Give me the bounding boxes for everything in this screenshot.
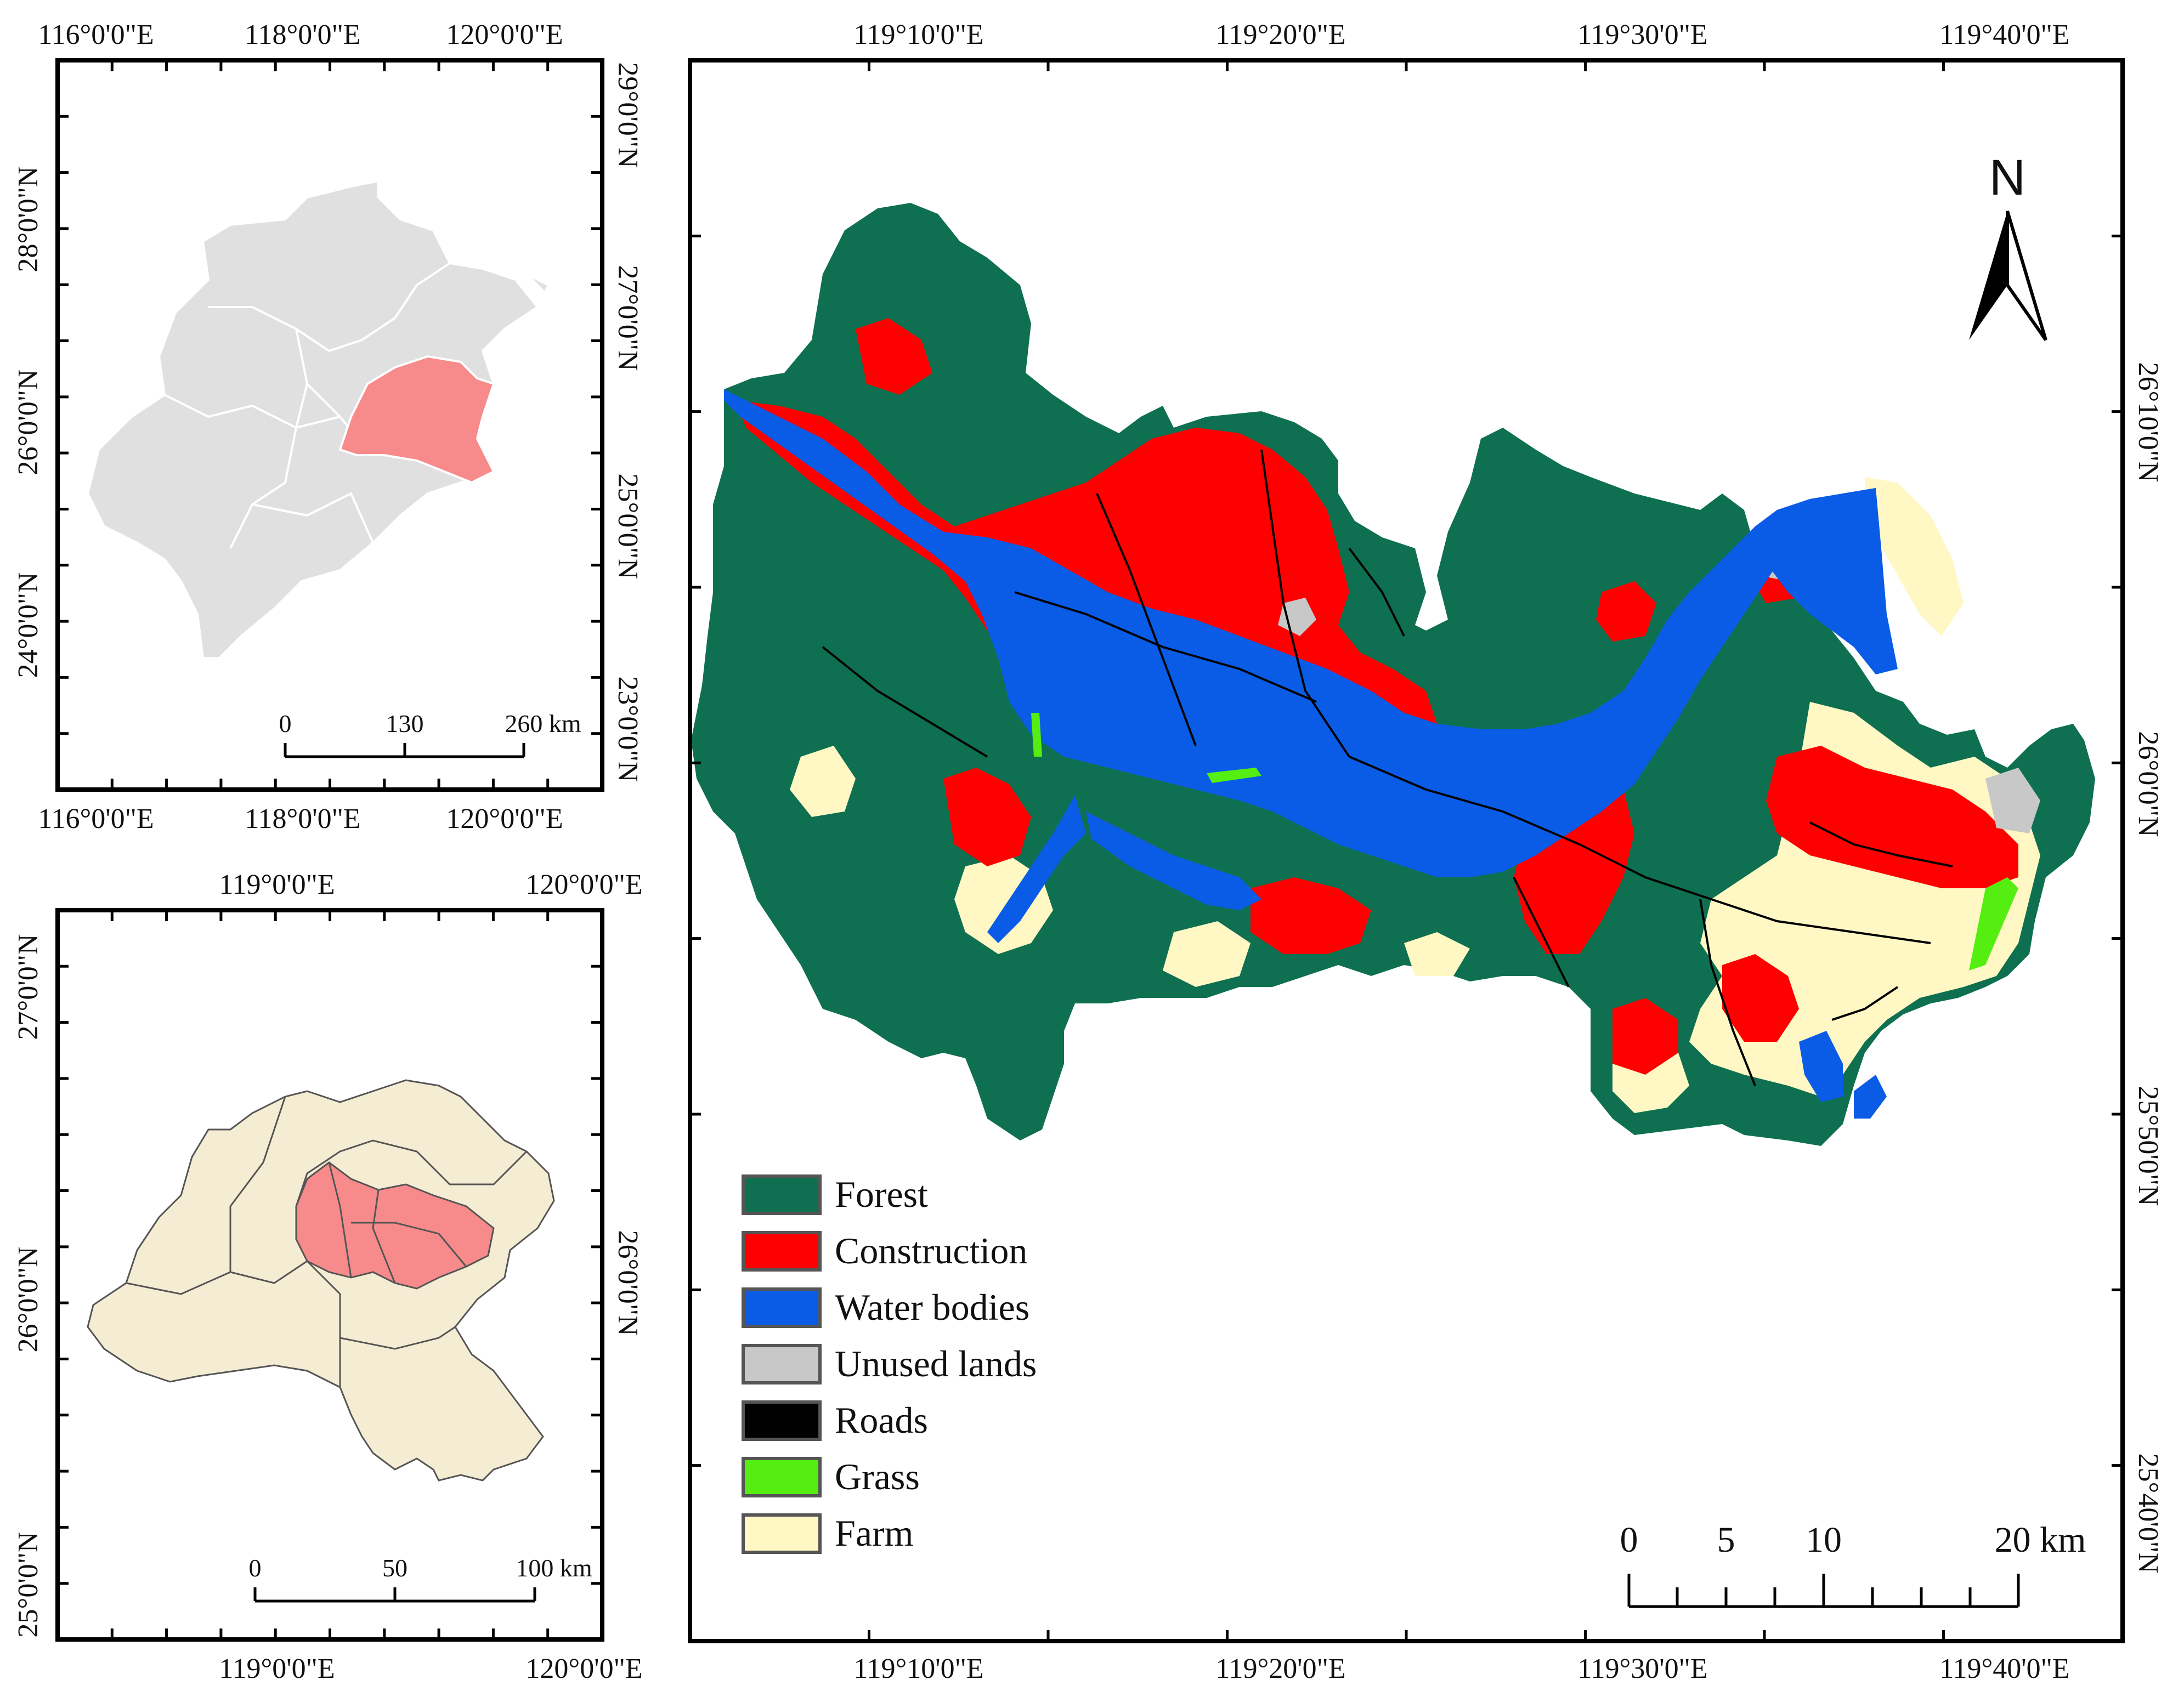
main-scale-label: 10 bbox=[1806, 1520, 1842, 1560]
fujian-scale-label: 260 km bbox=[505, 710, 581, 737]
water-bodies bbox=[724, 389, 1898, 1119]
main-bottom-tick-label: 119°40'0"E bbox=[1939, 1653, 2069, 1684]
fuzhou-left-tick-labels: 27°0'0"N 26°0'0"N 25°0'0"N bbox=[13, 934, 44, 1638]
fuzhou-scale-bar: 0 50 100 km bbox=[249, 1554, 592, 1603]
north-arrow-label: N bbox=[1989, 150, 2025, 206]
road-network bbox=[822, 449, 1953, 1086]
fujian-bottom-tick-label: 118°0'0"E bbox=[245, 803, 360, 835]
legend-swatch-construction bbox=[742, 1231, 822, 1272]
legend-label: Forest bbox=[835, 1173, 928, 1215]
north-arrow-icon-outline bbox=[2006, 211, 2047, 341]
main-right-tick-label: 26°10'0"N bbox=[2132, 362, 2164, 483]
fujian-right-tick-label: 27°0'0"N bbox=[612, 265, 643, 371]
fuzhou-ticks bbox=[58, 910, 602, 1639]
north-arrow-icon bbox=[1969, 211, 2007, 340]
fujian-scale-bar: 0 130 260 km bbox=[279, 710, 581, 758]
main-top-tick-label: 119°40'0"E bbox=[1939, 19, 2069, 50]
fujian-right-tick-label: 23°0'0"N bbox=[612, 677, 643, 782]
fujian-left-tick-label: 24°0'0"N bbox=[13, 572, 44, 678]
fuzhou-left-tick-label: 27°0'0"N bbox=[13, 934, 44, 1040]
main-right-tick-labels: 26°10'0"N 26°0'0"N 25°50'0"N 25°40'0"N bbox=[2132, 362, 2164, 1574]
north-arrow: N bbox=[1969, 150, 2047, 341]
fujian-scale-label: 130 bbox=[386, 710, 424, 737]
main-top-tick-label: 119°30'0"E bbox=[1577, 19, 1707, 50]
fujian-top-tick-labels: 116°0'0"E 118°0'0"E 120°0'0"E bbox=[38, 19, 563, 50]
legend-label: Water bodies bbox=[835, 1286, 1029, 1328]
frame-tick-marks bbox=[690, 60, 2123, 1641]
fuzhou-top-tick-label: 120°0'0"E bbox=[525, 869, 642, 900]
fujian-overview-panel: 116°0'0"E 118°0'0"E 120°0'0"E 116°0'0"E … bbox=[13, 19, 643, 835]
main-scale-bar: 0 5 10 20 km bbox=[1620, 1520, 2086, 1608]
fujian-bottom-tick-labels: 116°0'0"E 118°0'0"E 120°0'0"E bbox=[38, 803, 563, 835]
fuzhou-bottom-tick-label: 119°0'0"E bbox=[219, 1653, 335, 1684]
fujian-province-shape bbox=[86, 179, 550, 659]
main-top-tick-label: 119°20'0"E bbox=[1215, 19, 1345, 50]
fuzhou-urban-highlight bbox=[295, 1161, 495, 1290]
main-bottom-tick-label: 119°20'0"E bbox=[1215, 1653, 1345, 1684]
legend-label: Grass bbox=[835, 1456, 920, 1497]
fuzhou-scale-label: 100 km bbox=[516, 1554, 592, 1582]
fuzhou-district-lines bbox=[328, 1162, 467, 1284]
land-use-main-panel: 119°10'0"E 119°20'0"E 119°30'0"E 119°40'… bbox=[688, 19, 2164, 1684]
legend-label: Construction bbox=[835, 1230, 1027, 1272]
fujian-region-borders bbox=[164, 262, 451, 549]
fuzhou-left-tick-label: 26°0'0"N bbox=[13, 1247, 44, 1353]
fujian-left-tick-label: 28°0'0"N bbox=[13, 167, 44, 273]
main-scale-label: 5 bbox=[1717, 1520, 1735, 1560]
main-right-tick-label: 25°40'0"N bbox=[2132, 1454, 2164, 1574]
legend-swatch-water-bodies bbox=[742, 1287, 822, 1328]
legend-label: Farm bbox=[835, 1512, 914, 1554]
legend-swatch-roads bbox=[742, 1400, 822, 1441]
fuzhou-highlight bbox=[338, 355, 495, 484]
main-top-tick-label: 119°10'0"E bbox=[853, 19, 983, 50]
fujian-bottom-tick-label: 120°0'0"E bbox=[446, 803, 563, 835]
main-bottom-tick-label: 119°30'0"E bbox=[1577, 1653, 1707, 1684]
fuzhou-scale-label: 0 bbox=[249, 1554, 262, 1582]
frame-tick-marks bbox=[58, 60, 602, 790]
grass-areas bbox=[1031, 713, 2018, 971]
fuzhou-right-tick-labels: 26°0'0"N bbox=[612, 1230, 643, 1336]
fujian-scale-label: 0 bbox=[279, 710, 292, 737]
fujian-top-tick-label: 118°0'0"E bbox=[245, 19, 360, 50]
fuzhou-top-tick-labels: 119°0'0"E 120°0'0"E bbox=[219, 869, 642, 900]
fujian-right-tick-labels: 29°0'0"N 27°0'0"N 25°0'0"N 23°0'0"N bbox=[612, 63, 643, 782]
fuzhou-bottom-tick-labels: 119°0'0"E 120°0'0"E bbox=[219, 1653, 642, 1684]
main-bottom-tick-label: 119°10'0"E bbox=[853, 1653, 983, 1684]
fujian-bottom-tick-label: 116°0'0"E bbox=[38, 803, 154, 835]
main-right-tick-label: 26°0'0"N bbox=[2132, 731, 2164, 837]
legend-swatch-farm bbox=[742, 1513, 822, 1554]
main-right-tick-label: 25°50'0"N bbox=[2132, 1086, 2164, 1206]
fuzhou-city-shape bbox=[87, 1079, 555, 1482]
main-map-ticks bbox=[690, 60, 2123, 1641]
fujian-right-tick-label: 29°0'0"N bbox=[612, 63, 643, 168]
fujian-top-tick-label: 120°0'0"E bbox=[446, 19, 563, 50]
legend-swatch-grass bbox=[742, 1457, 822, 1497]
fujian-left-tick-labels: 28°0'0"N 26°0'0"N 24°0'0"N bbox=[13, 167, 44, 678]
fuzhou-overview-panel: 119°0'0"E 120°0'0"E 119°0'0"E 120°0'0"E … bbox=[13, 869, 643, 1684]
legend-swatch-forest bbox=[742, 1174, 822, 1215]
legend-swatch-unused-lands bbox=[742, 1344, 822, 1384]
frame-tick-marks bbox=[58, 910, 602, 1639]
main-bottom-tick-labels: 119°10'0"E 119°20'0"E 119°30'0"E 119°40'… bbox=[853, 1653, 2069, 1684]
legend: Forest Construction Water bodies Unused lan… bbox=[742, 1173, 1037, 1554]
fuzhou-bottom-tick-label: 120°0'0"E bbox=[525, 1653, 642, 1684]
legend-label: Unused lands bbox=[835, 1343, 1037, 1384]
main-scale-label: 0 bbox=[1620, 1520, 1638, 1560]
fujian-right-tick-label: 25°0'0"N bbox=[612, 474, 643, 580]
legend-label: Roads bbox=[835, 1399, 928, 1441]
main-scale-label: 20 km bbox=[1995, 1520, 2086, 1560]
main-top-tick-labels: 119°10'0"E 119°20'0"E 119°30'0"E 119°40'… bbox=[853, 19, 2069, 50]
fuzhou-scale-label: 50 bbox=[382, 1554, 408, 1582]
fuzhou-right-tick-label: 26°0'0"N bbox=[612, 1230, 643, 1336]
fujian-ticks bbox=[58, 60, 602, 790]
fujian-top-tick-label: 116°0'0"E bbox=[38, 19, 154, 50]
fuzhou-left-tick-label: 25°0'0"N bbox=[13, 1532, 44, 1638]
fuzhou-top-tick-label: 119°0'0"E bbox=[219, 869, 335, 900]
fujian-left-tick-label: 26°0'0"N bbox=[13, 370, 44, 475]
